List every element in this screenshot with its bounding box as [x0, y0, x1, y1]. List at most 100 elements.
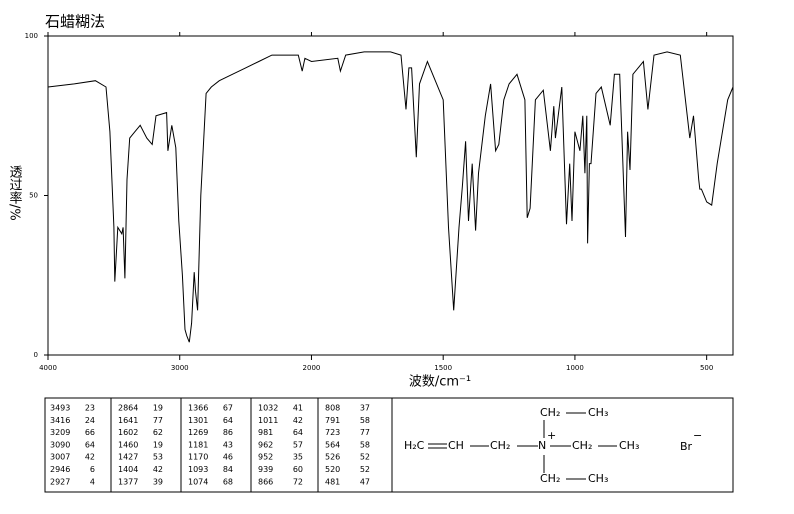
- peak-transmittance: 60: [293, 465, 303, 474]
- peak-wavenumber: 1011: [258, 416, 278, 425]
- peak-transmittance: 19: [153, 440, 163, 449]
- peak-transmittance: 84: [223, 465, 233, 474]
- peak-wavenumber: 1366: [188, 404, 208, 413]
- peak-transmittance: 64: [293, 428, 303, 437]
- y-tick-label: 0: [34, 351, 38, 359]
- peak-wavenumber: 1404: [118, 465, 138, 474]
- x-tick-label: 500: [700, 364, 713, 372]
- cation-charge: +: [547, 429, 556, 442]
- peak-transmittance: 68: [223, 477, 233, 486]
- peak-wavenumber: 2946: [50, 465, 70, 474]
- x-tick-label: 1000: [566, 364, 584, 372]
- peak-transmittance: 77: [153, 416, 163, 425]
- peak-transmittance: 64: [85, 440, 95, 449]
- peak-wavenumber: 981: [258, 428, 273, 437]
- peak-transmittance: 41: [293, 404, 303, 413]
- peak-transmittance: 53: [153, 453, 163, 462]
- atom-label: CH₃: [619, 439, 639, 452]
- peak-wavenumber: 3007: [50, 453, 70, 462]
- peak-wavenumber: 1170: [188, 453, 208, 462]
- y-tick-label: 50: [29, 192, 38, 200]
- peak-wavenumber: 1181: [188, 440, 208, 449]
- y-tick-label: 100: [25, 32, 38, 40]
- anion-label: Br: [680, 440, 693, 453]
- x-tick-label: 4000: [39, 364, 57, 372]
- peak-transmittance: 66: [85, 428, 95, 437]
- peak-transmittance: 4: [90, 477, 95, 486]
- peak-transmittance: 42: [153, 465, 163, 474]
- structure-bonds: [391, 398, 617, 492]
- peak-transmittance: 72: [293, 477, 303, 486]
- peak-wavenumber: 526: [325, 453, 340, 462]
- peak-wavenumber: 962: [258, 440, 273, 449]
- peak-wavenumber: 1641: [118, 416, 138, 425]
- peak-transmittance: 86: [223, 428, 233, 437]
- peak-transmittance: 19: [153, 404, 163, 413]
- peak-wavenumber: 1427: [118, 453, 138, 462]
- peak-transmittance: 64: [223, 416, 233, 425]
- atom-label: CH: [448, 439, 464, 452]
- spectrum-line: [47, 51, 734, 343]
- peak-wavenumber: 2927: [50, 477, 70, 486]
- atom-label: CH₂: [490, 439, 510, 452]
- chart-title: 石蜡糊法: [45, 13, 105, 31]
- x-tick-label: 1500: [434, 364, 452, 372]
- anion-charge: −: [693, 429, 702, 442]
- peak-transmittance: 42: [85, 453, 95, 462]
- peak-wavenumber: 1093: [188, 465, 208, 474]
- peak-wavenumber: 866: [258, 477, 273, 486]
- peak-transmittance: 23: [85, 404, 95, 413]
- peak-transmittance: 6: [90, 465, 95, 474]
- peak-transmittance: 57: [293, 440, 303, 449]
- peak-transmittance: 37: [360, 404, 370, 413]
- peak-wavenumber: 520: [325, 465, 340, 474]
- peak-wavenumber: 939: [258, 465, 273, 474]
- peak-transmittance: 46: [223, 453, 233, 462]
- peak-wavenumber: 481: [325, 477, 340, 486]
- peak-wavenumber: 3416: [50, 416, 70, 425]
- peak-transmittance: 67: [223, 404, 233, 413]
- atom-label: CH₂: [540, 472, 560, 485]
- peak-transmittance: 77: [360, 428, 370, 437]
- peak-wavenumber: 952: [258, 453, 273, 462]
- peak-wavenumber: 2864: [118, 404, 138, 413]
- peak-wavenumber: 1074: [188, 477, 208, 486]
- x-tick-label: 2000: [303, 364, 321, 372]
- peak-wavenumber: 808: [325, 404, 340, 413]
- plot-frame: [47, 35, 734, 356]
- peak-wavenumber: 3493: [50, 404, 70, 413]
- peak-wavenumber: 791: [325, 416, 340, 425]
- table-frame: [44, 397, 734, 493]
- peak-wavenumber: 1269: [188, 428, 208, 437]
- peak-transmittance: 43: [223, 440, 233, 449]
- peak-wavenumber: 1301: [188, 416, 208, 425]
- peak-transmittance: 47: [360, 477, 370, 486]
- peak-transmittance: 35: [293, 453, 303, 462]
- x-axis-label: 波数/cm⁻¹: [409, 375, 471, 390]
- peak-transmittance: 58: [360, 440, 370, 449]
- peak-wavenumber: 564: [325, 440, 340, 449]
- peak-wavenumber: 1460: [118, 440, 138, 449]
- peak-wavenumber: 1032: [258, 404, 278, 413]
- peak-transmittance: 52: [360, 453, 370, 462]
- atom-label: H₂C: [404, 439, 425, 452]
- x-tick-label: 3000: [171, 364, 189, 372]
- peak-transmittance: 39: [153, 477, 163, 486]
- atom-label: CH₃: [588, 472, 608, 485]
- peak-wavenumber: 1602: [118, 428, 138, 437]
- peak-transmittance: 62: [153, 428, 163, 437]
- atom-label: CH₂: [572, 439, 592, 452]
- atom-label: CH₂: [540, 406, 560, 419]
- atom-label: N: [538, 439, 546, 452]
- peak-wavenumber: 1377: [118, 477, 138, 486]
- peak-wavenumber: 3209: [50, 428, 70, 437]
- peak-transmittance: 42: [293, 416, 303, 425]
- peak-wavenumber: 723: [325, 428, 340, 437]
- atom-label: CH₃: [588, 406, 608, 419]
- peak-transmittance: 24: [85, 416, 95, 425]
- peak-wavenumber: 3090: [50, 440, 70, 449]
- peak-transmittance: 52: [360, 465, 370, 474]
- peak-transmittance: 58: [360, 416, 370, 425]
- y-axis-label: 透过率/%: [7, 165, 23, 221]
